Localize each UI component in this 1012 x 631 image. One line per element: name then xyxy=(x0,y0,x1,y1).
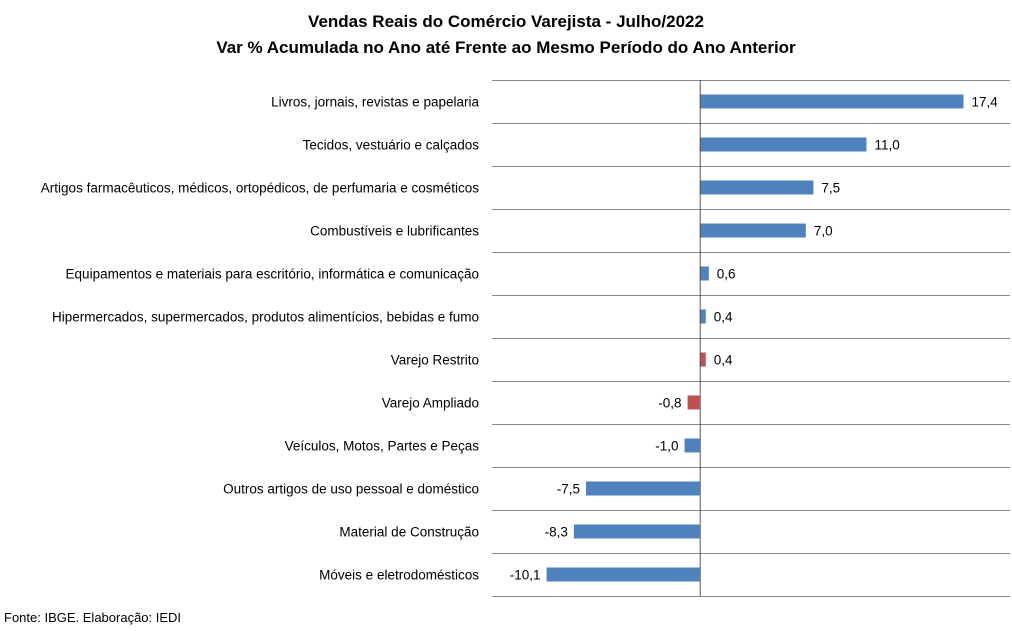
source-note: Fonte: IBGE. Elaboração: IEDI xyxy=(4,610,182,625)
data-label: 0,4 xyxy=(714,353,733,368)
data-label: 7,5 xyxy=(821,181,840,196)
category-label: Combustíveis e lubrificantes xyxy=(310,224,479,239)
category-label: Veículos, Motos, Partes e Peças xyxy=(285,439,480,454)
category-label: Varejo Ampliado xyxy=(382,396,479,411)
category-label: Material de Construção xyxy=(339,525,479,540)
bar xyxy=(546,567,700,582)
bar xyxy=(699,137,867,152)
bar xyxy=(684,438,700,453)
category-label: Artigos farmacêuticos, médicos, ortopédi… xyxy=(41,181,479,196)
data-label: 0,6 xyxy=(717,267,736,282)
bar xyxy=(585,481,700,496)
bar xyxy=(699,266,709,281)
bar xyxy=(573,524,700,539)
data-label: -10,1 xyxy=(510,568,541,583)
bar xyxy=(699,223,806,238)
bar xyxy=(699,94,964,109)
data-label: -7,5 xyxy=(557,482,580,497)
category-label: Móveis e eletrodomésticos xyxy=(319,568,479,583)
category-label: Varejo Restrito xyxy=(391,353,479,368)
chart-subtitle: Var % Acumulada no Ano até Frente ao Mes… xyxy=(216,38,796,57)
data-label: 11,0 xyxy=(874,138,899,153)
category-label: Tecidos, vestuário e calçados xyxy=(303,138,480,153)
category-label: Livros, jornais, revistas e papelaria xyxy=(271,95,479,110)
chart-title: Vendas Reais do Comércio Varejista - Jul… xyxy=(308,12,704,31)
data-label: 0,4 xyxy=(714,310,733,325)
bar xyxy=(699,180,814,195)
bar xyxy=(687,395,700,410)
category-label: Outros artigos de uso pessoal e doméstic… xyxy=(223,482,479,497)
data-label: 17,4 xyxy=(971,95,998,110)
data-label: -0,8 xyxy=(658,396,681,411)
category-label: Hipermercados, supermercados, produtos a… xyxy=(52,310,479,325)
bar xyxy=(699,352,706,367)
bar xyxy=(699,309,706,324)
data-label: -1,0 xyxy=(655,439,678,454)
category-label: Equipamentos e materiais para escritório… xyxy=(66,267,479,282)
data-label: -8,3 xyxy=(545,525,568,540)
data-label: 7,0 xyxy=(814,224,833,239)
